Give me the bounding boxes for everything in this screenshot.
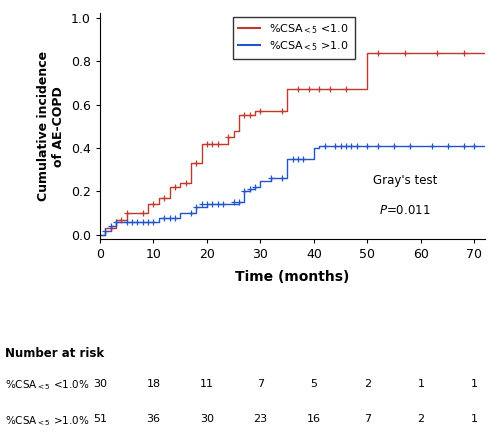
X-axis label: Time (months): Time (months) <box>236 270 350 284</box>
Text: 2: 2 <box>364 379 371 388</box>
Text: 11: 11 <box>200 379 214 388</box>
Text: Number at risk: Number at risk <box>5 347 104 360</box>
Text: %CSA$_{<5}$ >1.0%: %CSA$_{<5}$ >1.0% <box>5 414 89 428</box>
Text: 2: 2 <box>418 414 424 424</box>
Text: 18: 18 <box>146 379 160 388</box>
Text: 1: 1 <box>418 379 424 388</box>
Text: 5: 5 <box>310 379 318 388</box>
Text: 1: 1 <box>471 414 478 424</box>
Text: 7: 7 <box>257 379 264 388</box>
Text: 23: 23 <box>254 414 268 424</box>
Text: 16: 16 <box>307 414 321 424</box>
Y-axis label: Cumulative incidence
of AE-COPD: Cumulative incidence of AE-COPD <box>38 51 66 202</box>
Text: %CSA$_{<5}$ <1.0%: %CSA$_{<5}$ <1.0% <box>5 379 89 392</box>
Legend: %CSA$_{<5}$ <1.0, %CSA$_{<5}$ >1.0: %CSA$_{<5}$ <1.0, %CSA$_{<5}$ >1.0 <box>232 17 354 59</box>
Text: 36: 36 <box>146 414 160 424</box>
Text: Gray's test: Gray's test <box>372 174 437 187</box>
Text: 30: 30 <box>200 414 214 424</box>
Text: 1: 1 <box>471 379 478 388</box>
Text: 51: 51 <box>93 414 107 424</box>
Text: 7: 7 <box>364 414 371 424</box>
Text: $\it{P}$=0.011: $\it{P}$=0.011 <box>379 204 430 217</box>
Text: 30: 30 <box>93 379 107 388</box>
